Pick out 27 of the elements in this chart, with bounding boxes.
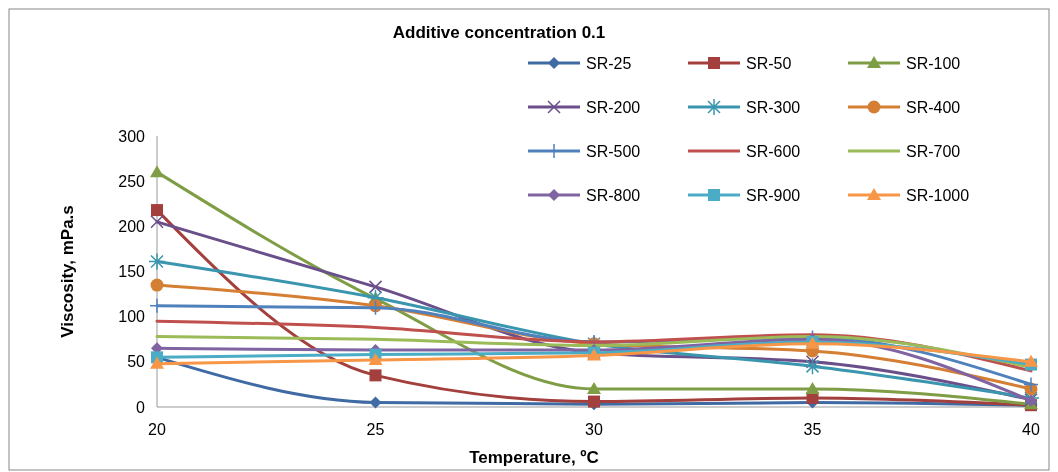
legend-label: SR-300 <box>746 98 801 116</box>
y-tick-label: 50 <box>127 353 146 371</box>
legend-label: SR-1000 <box>906 186 970 204</box>
y-tick-label: 150 <box>118 263 146 281</box>
x-tick-label: 40 <box>1022 421 1040 438</box>
y-tick-label: 200 <box>118 217 146 235</box>
legend-label: SR-50 <box>746 54 792 72</box>
x-tick-label: 20 <box>148 421 166 438</box>
y-axis-title: Viscosity, mPa.s <box>58 205 77 338</box>
legend-label: SR-700 <box>906 142 961 160</box>
y-tick-label: 300 <box>118 127 146 145</box>
chart-title: Additive concentration 0.1 <box>392 23 606 42</box>
legend-label: SR-400 <box>906 98 961 116</box>
legend-label: SR-200 <box>586 98 641 116</box>
legend-label: SR-100 <box>906 54 961 72</box>
y-tick-label: 250 <box>118 172 146 190</box>
legend-label: SR-25 <box>586 54 632 72</box>
legend-label: SR-600 <box>746 142 801 160</box>
y-tick-label: 0 <box>136 398 146 416</box>
x-tick-label: 35 <box>803 421 822 438</box>
x-axis-title: Temperature, ºC <box>469 448 599 467</box>
x-tick-label: 30 <box>585 421 603 438</box>
legend-label: SR-800 <box>586 186 641 204</box>
legend-label: SR-500 <box>586 142 641 160</box>
y-tick-label: 100 <box>118 308 146 326</box>
x-tick-label: 25 <box>366 421 385 438</box>
legend-label: SR-900 <box>746 186 801 204</box>
